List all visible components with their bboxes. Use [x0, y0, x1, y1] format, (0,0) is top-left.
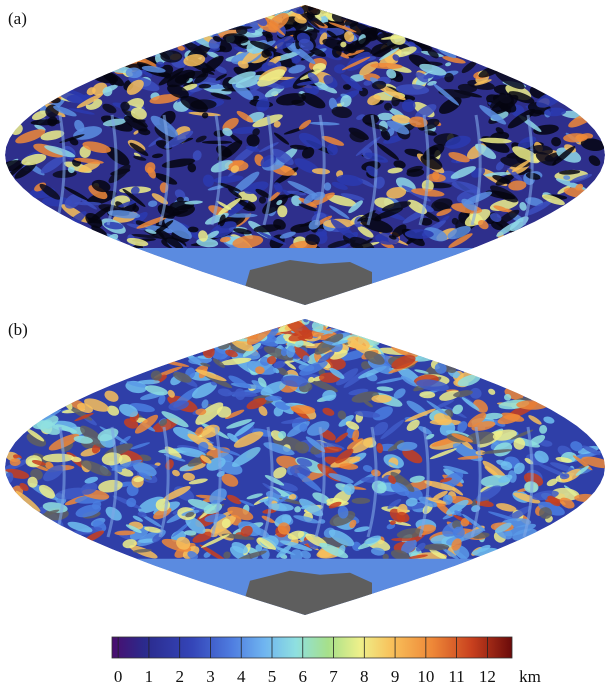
- colorbar-tick-label: 8: [360, 667, 369, 686]
- cloud-patch: [371, 395, 391, 403]
- cloud-patch: [277, 205, 287, 217]
- figure: (a) (b) 0123456789101112 km: [0, 0, 609, 689]
- page: (a) (b) 0123456789101112 km (() => { con…: [0, 0, 609, 689]
- colorbar-tick-label: 6: [299, 667, 308, 686]
- map: [0, 311, 609, 689]
- colorbar-tick-label: 4: [237, 667, 246, 686]
- colorbar-tick-label: 0: [114, 667, 123, 686]
- colorbar-tick-label: 5: [268, 667, 277, 686]
- cloud-patch: [574, 494, 597, 502]
- colorbar-tick-label: 11: [448, 667, 464, 686]
- colorbar-tick-label: 9: [391, 667, 400, 686]
- cloud-patch: [202, 141, 232, 144]
- colorbar: [112, 637, 512, 658]
- colorbar-unit: km: [519, 667, 541, 686]
- colorbar-tick-label: 2: [175, 667, 184, 686]
- colorbar-tick-label: 3: [206, 667, 215, 686]
- panel-label: (b): [8, 320, 28, 339]
- colorbar-tick-label: 7: [329, 667, 338, 686]
- panel-label: (a): [8, 9, 27, 28]
- cloud-patch: [377, 113, 393, 121]
- colorbar-tick-label: 1: [145, 667, 154, 686]
- maps: [0, 0, 609, 689]
- colorbar-tick-label: 10: [417, 667, 434, 686]
- colorbar-tick-label: 12: [479, 667, 496, 686]
